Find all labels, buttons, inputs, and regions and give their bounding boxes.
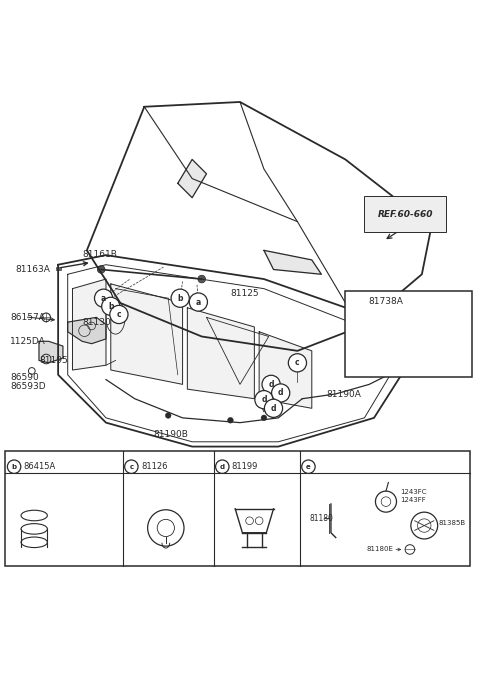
- Text: 1125DA: 1125DA: [10, 336, 46, 346]
- Text: d: d: [261, 395, 267, 404]
- Text: REF.60-660: REF.60-660: [377, 210, 433, 219]
- Text: 81195: 81195: [39, 356, 68, 365]
- Circle shape: [288, 354, 307, 372]
- Text: 1243FF: 1243FF: [400, 497, 426, 503]
- Circle shape: [261, 415, 267, 421]
- Circle shape: [171, 289, 189, 308]
- Text: a: a: [101, 293, 106, 303]
- Circle shape: [110, 306, 128, 324]
- Polygon shape: [111, 284, 182, 384]
- Text: b: b: [12, 464, 17, 470]
- Text: a: a: [353, 297, 359, 306]
- Text: d: d: [278, 388, 283, 398]
- Circle shape: [7, 460, 21, 473]
- Bar: [345, 291, 472, 377]
- Text: 86415A: 86415A: [24, 462, 56, 471]
- Text: c: c: [295, 358, 300, 367]
- Polygon shape: [259, 332, 312, 409]
- Text: 81125: 81125: [230, 289, 259, 298]
- Text: d: d: [220, 464, 225, 470]
- Circle shape: [347, 293, 364, 310]
- Polygon shape: [178, 160, 206, 198]
- Text: 81738A: 81738A: [368, 297, 403, 306]
- Bar: [5, 452, 470, 566]
- Circle shape: [216, 460, 229, 473]
- Circle shape: [272, 384, 290, 402]
- Circle shape: [228, 417, 233, 423]
- Circle shape: [165, 413, 171, 419]
- Circle shape: [125, 460, 138, 473]
- Polygon shape: [264, 250, 322, 275]
- Circle shape: [302, 460, 315, 473]
- Text: 86590: 86590: [10, 373, 39, 382]
- Text: 81180E: 81180E: [367, 546, 394, 553]
- Text: 81163A: 81163A: [15, 265, 50, 274]
- Text: 81385B: 81385B: [439, 520, 466, 526]
- Text: d: d: [268, 380, 274, 389]
- Circle shape: [432, 337, 450, 355]
- Circle shape: [97, 266, 105, 273]
- Text: 81190B: 81190B: [154, 430, 189, 439]
- Text: 81738A: 81738A: [374, 339, 409, 348]
- Polygon shape: [72, 279, 106, 370]
- Circle shape: [95, 289, 113, 308]
- Bar: [56, 267, 61, 271]
- Text: a: a: [196, 297, 201, 306]
- Circle shape: [189, 293, 207, 311]
- Polygon shape: [187, 308, 254, 398]
- Text: b: b: [178, 293, 183, 303]
- Text: 86157A: 86157A: [10, 313, 45, 322]
- Text: 81180: 81180: [310, 514, 333, 523]
- Text: 81199: 81199: [232, 462, 258, 471]
- Circle shape: [255, 390, 273, 409]
- Text: 86593D: 86593D: [10, 382, 46, 391]
- Polygon shape: [39, 341, 63, 363]
- Text: e: e: [438, 342, 444, 351]
- Text: e: e: [306, 464, 311, 470]
- Circle shape: [198, 275, 205, 283]
- Circle shape: [102, 297, 120, 316]
- Text: 81190A: 81190A: [326, 390, 361, 399]
- Text: 1243FC: 1243FC: [400, 489, 427, 495]
- Text: 81126: 81126: [141, 462, 168, 471]
- Polygon shape: [432, 349, 448, 363]
- Polygon shape: [68, 318, 106, 344]
- Text: d: d: [271, 404, 276, 413]
- Text: c: c: [129, 464, 133, 470]
- Text: c: c: [117, 310, 121, 319]
- Circle shape: [262, 376, 280, 394]
- Text: b: b: [108, 302, 114, 311]
- Circle shape: [264, 399, 283, 417]
- Text: 81161B: 81161B: [82, 250, 117, 258]
- Text: 81130: 81130: [82, 318, 111, 326]
